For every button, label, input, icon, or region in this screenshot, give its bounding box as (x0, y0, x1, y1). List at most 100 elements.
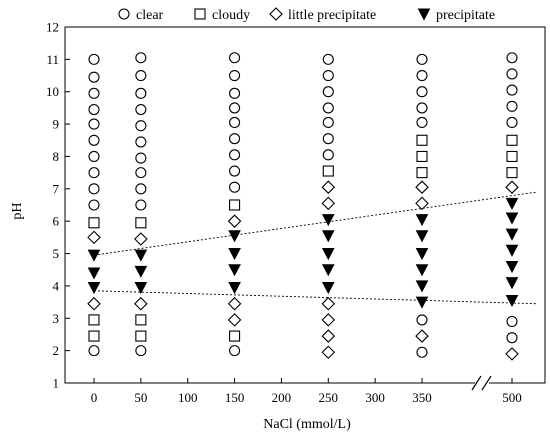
point-clear (229, 52, 241, 64)
point-clear (229, 345, 241, 357)
y-tick-label: 2 (53, 343, 60, 358)
point-little-precipitate (505, 347, 519, 361)
y-tick-label: 1 (53, 376, 60, 391)
point-cloudy (135, 330, 147, 342)
point-cloudy (506, 167, 518, 179)
plot-border (64, 26, 546, 384)
point-precipitate (415, 296, 429, 309)
point-precipitate (87, 282, 101, 295)
point-cloudy (416, 167, 428, 179)
point-clear (416, 69, 428, 82)
point-clear (135, 183, 147, 195)
point-precipitate (505, 294, 519, 308)
x-tick-label: 350 (412, 390, 432, 405)
x-tick-label: 150 (225, 390, 245, 405)
point-clear (88, 150, 100, 163)
point-clear (229, 87, 241, 99)
y-tick-label: 8 (53, 149, 60, 164)
point-precipitate (87, 249, 101, 262)
x-ticks: 0 50 100 150 200 250 300 350 500 (91, 378, 522, 405)
point-little-precipitate (227, 296, 242, 311)
point-precipitate (505, 212, 519, 225)
point-little-precipitate (134, 296, 148, 311)
x-tick-label: 100 (178, 390, 198, 405)
point-clear (88, 71, 100, 83)
y-tick-label: 9 (53, 117, 60, 132)
y-tick-label: 11 (46, 52, 59, 67)
point-clear (135, 103, 147, 116)
point-clear (229, 102, 241, 114)
point-little-precipitate (87, 230, 101, 245)
point-clear (322, 116, 334, 129)
point-little-precipitate (134, 232, 148, 246)
point-precipitate (505, 197, 519, 210)
legend-label: little precipitate (288, 8, 376, 23)
point-little-precipitate (321, 313, 336, 327)
point-little-precipitate (321, 196, 336, 211)
x-tick-label: 0 (91, 390, 98, 405)
y-tick-label: 7 (53, 181, 60, 196)
point-clear (135, 87, 147, 99)
point-cloudy (88, 217, 100, 229)
legend-label: precipitate (436, 8, 495, 23)
point-cloudy (416, 150, 428, 163)
point-precipitate (415, 280, 429, 293)
point-precipitate (415, 248, 429, 261)
legend-marker-precipitate (417, 8, 431, 21)
y-tick-label: 10 (46, 84, 59, 99)
trend-line-1 (93, 191, 538, 256)
point-clear (135, 52, 147, 64)
point-clear (322, 102, 334, 114)
point-clear (322, 69, 334, 82)
point-little-precipitate (87, 296, 101, 311)
point-cloudy (88, 330, 100, 342)
point-clear (229, 181, 241, 193)
legend-marker-little-precipitate (269, 7, 283, 21)
point-precipitate (321, 248, 335, 261)
point-cloudy (88, 314, 100, 326)
point-precipitate (228, 230, 241, 243)
axis-break-mark (471, 375, 482, 391)
point-clear (135, 345, 147, 357)
point-cloudy (229, 330, 241, 342)
point-clear (416, 314, 428, 326)
point-clear (135, 136, 147, 148)
point-clear (229, 149, 241, 161)
point-precipitate (87, 267, 101, 280)
point-cloudy (416, 134, 428, 146)
x-tick-label: 300 (365, 390, 385, 405)
point-precipitate (415, 264, 429, 277)
axis-break (471, 375, 492, 391)
point-precipitate (321, 264, 335, 277)
point-little-precipitate (321, 180, 336, 194)
point-clear (506, 116, 518, 129)
point-clear (88, 53, 100, 65)
point-clear (416, 86, 428, 98)
x-tick-label: 250 (319, 390, 339, 405)
point-cloudy (506, 134, 518, 146)
point-cloudy (229, 199, 241, 211)
trend-line-2 (93, 290, 538, 305)
x-tick-label: 500 (502, 390, 522, 405)
point-little-precipitate (505, 180, 519, 194)
point-clear (88, 87, 100, 99)
point-clear (322, 133, 334, 145)
legend-label: clear (136, 8, 164, 23)
point-precipitate (228, 248, 241, 261)
data-points (87, 52, 519, 361)
point-clear (506, 68, 518, 80)
point-clear (135, 120, 147, 132)
point-clear (135, 199, 147, 211)
point-clear (322, 149, 334, 161)
x-tick-label: 200 (272, 390, 292, 405)
legend-marker-cloudy (194, 8, 206, 20)
point-clear (506, 100, 518, 112)
y-axis-title: pH (10, 202, 25, 219)
point-clear (135, 69, 147, 82)
y-tick-label: 3 (53, 311, 60, 326)
point-clear (506, 332, 518, 344)
point-clear (88, 183, 100, 195)
y-tick-label: 6 (53, 214, 60, 229)
